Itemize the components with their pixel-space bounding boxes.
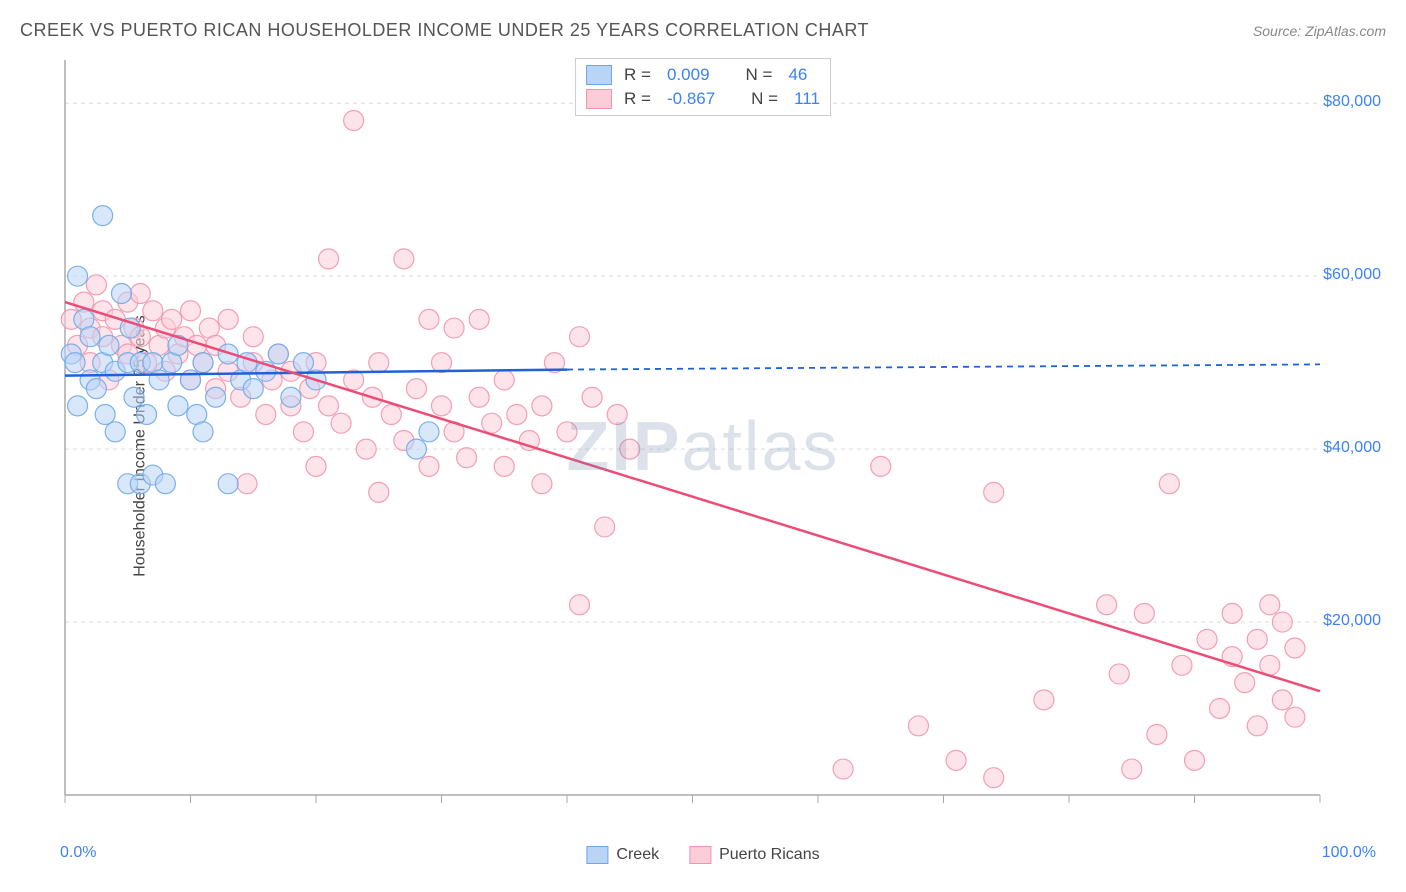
ytick-label: $20,000: [1323, 612, 1381, 630]
r-value: 0.009: [667, 65, 710, 85]
legend-label: Puerto Ricans: [719, 846, 820, 864]
scatter-plot: [60, 55, 1380, 815]
n-label: N =: [751, 89, 778, 109]
legend-item-creek: Creek: [586, 846, 659, 864]
legend-label: Creek: [616, 846, 659, 864]
bottom-legend: Creek Puerto Ricans: [586, 846, 819, 864]
creek-swatch-icon: [586, 846, 608, 864]
n-value: 111: [794, 89, 820, 109]
ytick-label: $40,000: [1323, 439, 1381, 457]
stats-legend-box: R = 0.009 N = 46 R = -0.867 N = 111: [575, 58, 831, 116]
xaxis-max-label: 100.0%: [1322, 844, 1376, 862]
creek-swatch-icon: [586, 65, 612, 85]
pr-swatch-icon: [689, 846, 711, 864]
stats-row-pr: R = -0.867 N = 111: [586, 87, 820, 111]
r-value: -0.867: [667, 89, 715, 109]
pr-swatch-icon: [586, 89, 612, 109]
legend-item-pr: Puerto Ricans: [689, 846, 820, 864]
r-label: R =: [624, 65, 651, 85]
stats-row-creek: R = 0.009 N = 46: [586, 63, 820, 87]
n-label: N =: [746, 65, 773, 85]
source-label: Source: ZipAtlas.com: [1253, 23, 1386, 39]
n-value: 46: [788, 65, 807, 85]
chart-title: CREEK VS PUERTO RICAN HOUSEHOLDER INCOME…: [20, 20, 869, 41]
xaxis-min-label: 0.0%: [60, 844, 96, 862]
ytick-label: $80,000: [1323, 93, 1381, 111]
r-label: R =: [624, 89, 651, 109]
ytick-label: $60,000: [1323, 266, 1381, 284]
